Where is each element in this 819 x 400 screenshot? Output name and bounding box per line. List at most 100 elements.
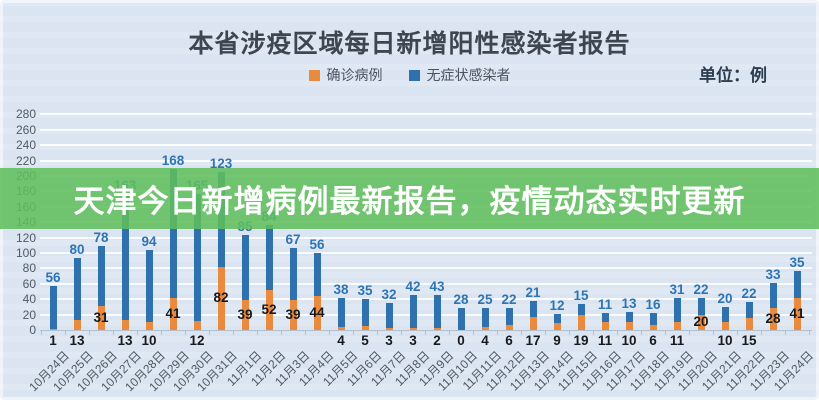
confirmed-value-label: 41 xyxy=(165,306,181,322)
x-axis-tick-mark xyxy=(65,331,66,335)
gridline xyxy=(40,298,812,301)
bar-segment-confirmed xyxy=(793,298,801,330)
asymptomatic-value-label: 22 xyxy=(693,281,709,297)
bar-segment-confirmed xyxy=(313,296,321,330)
x-axis-tick-mark xyxy=(713,331,714,335)
asymptomatic-value-label: 78 xyxy=(93,230,109,246)
confirmed-value-label: 82 xyxy=(213,290,229,306)
gridline xyxy=(40,159,812,162)
y-axis-tick-label: 260 xyxy=(15,122,36,137)
bar-segment-asymptomatic xyxy=(385,303,393,328)
asymptomatic-swatch-icon xyxy=(408,69,420,81)
bar-segment-confirmed xyxy=(529,316,537,330)
bar-segment-asymptomatic xyxy=(145,249,153,323)
x-axis-tick-mark xyxy=(401,331,402,335)
confirmed-value-label: 1 xyxy=(49,333,57,348)
x-axis-tick-mark xyxy=(329,331,330,335)
confirmed-value-label: 9 xyxy=(553,333,561,348)
bar-segment-asymptomatic xyxy=(601,313,609,322)
bar-segment-confirmed xyxy=(337,326,345,330)
bar-segment-asymptomatic xyxy=(73,258,81,320)
x-axis-tick-mark xyxy=(113,331,114,335)
x-axis-tick-mark xyxy=(257,331,258,335)
asymptomatic-value-label: 21 xyxy=(525,284,541,300)
confirmed-value-label: 6 xyxy=(505,333,513,348)
bar-segment-asymptomatic xyxy=(265,225,273,290)
bar-segment-asymptomatic xyxy=(529,300,537,317)
bar-segment-confirmed xyxy=(625,322,633,330)
bar-segment-confirmed xyxy=(169,298,177,330)
asymptomatic-value-label: 15 xyxy=(573,287,589,303)
banner-headline: 天津今日新增病例最新报告，疫情动态实时更新 xyxy=(73,184,746,219)
x-axis-tick-mark xyxy=(449,331,450,335)
bar-segment-asymptomatic xyxy=(505,308,513,326)
asymptomatic-value-label: 22 xyxy=(741,285,757,301)
gridline xyxy=(40,282,812,285)
bar-segment-asymptomatic xyxy=(409,295,417,328)
asymptomatic-value-label: 94 xyxy=(141,233,157,249)
bar-segment-asymptomatic xyxy=(649,313,657,326)
asymptomatic-value-label: 31 xyxy=(669,281,685,297)
x-axis-tick-mark xyxy=(497,331,498,335)
gridline xyxy=(40,113,812,116)
asymptomatic-value-label: 22 xyxy=(501,292,517,308)
y-axis-tick-label: 60 xyxy=(22,276,36,291)
bar-segment-asymptomatic xyxy=(793,271,801,299)
y-axis-tick-label: 280 xyxy=(15,107,36,122)
x-axis-tick-mark xyxy=(617,331,618,335)
bar-segment-asymptomatic xyxy=(121,194,129,320)
confirmed-value-label: 4 xyxy=(337,333,345,348)
bar-segment-confirmed xyxy=(745,318,753,330)
asymptomatic-value-label: 28 xyxy=(453,292,469,308)
legend-item-confirmed: 确诊病例 xyxy=(308,65,383,85)
asymptomatic-value-label: 12 xyxy=(549,297,565,313)
asymptomatic-value-label: 25 xyxy=(477,291,493,307)
x-axis-tick-mark xyxy=(665,331,666,335)
bar-segment-asymptomatic xyxy=(193,193,201,321)
y-axis-tick-label: 20 xyxy=(22,307,36,322)
bar-segment-confirmed xyxy=(265,289,273,330)
bar-segment-asymptomatic xyxy=(721,306,729,323)
asymptomatic-value-label: 56 xyxy=(45,270,61,286)
x-axis-line xyxy=(40,330,812,331)
confirmed-value-label: 2 xyxy=(433,333,441,348)
bar-segment-asymptomatic xyxy=(457,308,465,330)
confirmed-value-label: 4 xyxy=(481,333,489,348)
bar-segment-asymptomatic xyxy=(49,286,57,330)
confirmed-value-label: 41 xyxy=(789,306,805,322)
confirmed-value-label: 0 xyxy=(457,333,465,348)
bar-segment-asymptomatic xyxy=(97,246,105,307)
asymptomatic-value-label: 11 xyxy=(597,297,613,313)
bar-segment-confirmed xyxy=(481,326,489,330)
bar-segment-asymptomatic xyxy=(361,299,369,327)
confirmed-value-label: 11 xyxy=(669,333,685,348)
bar-segment-confirmed xyxy=(73,319,81,330)
x-axis-tick-mark xyxy=(89,331,90,335)
bar-segment-confirmed xyxy=(193,320,201,330)
bar-segment-confirmed xyxy=(121,319,129,330)
confirmed-value-label: 3 xyxy=(385,333,393,348)
bar-segment-confirmed xyxy=(505,325,513,330)
y-axis-tick-label: 80 xyxy=(22,261,36,276)
asymptomatic-value-label: 16 xyxy=(645,297,661,313)
asymptomatic-value-label: 67 xyxy=(285,232,301,248)
bar-segment-asymptomatic xyxy=(745,301,753,319)
bar-segment-confirmed xyxy=(553,323,561,330)
confirmed-value-label: 10 xyxy=(141,333,157,348)
asymptomatic-value-label: 80 xyxy=(69,242,85,258)
x-axis-tick-mark xyxy=(425,331,426,335)
y-axis-tick-label: 220 xyxy=(15,153,36,168)
y-axis-tick-label: 0 xyxy=(29,323,36,337)
confirmed-value-label: 39 xyxy=(237,306,253,322)
bar-segment-confirmed xyxy=(409,327,417,330)
confirmed-value-label: 11 xyxy=(597,333,613,348)
bar-segment-confirmed xyxy=(601,321,609,330)
gridline xyxy=(40,144,812,147)
bar-segment-asymptomatic xyxy=(313,253,321,297)
asymptomatic-value-label: 35 xyxy=(789,255,805,271)
asymptomatic-value-label: 123 xyxy=(209,156,233,172)
asymptomatic-value-label: 43 xyxy=(429,279,445,295)
x-axis-tick-mark xyxy=(209,331,210,335)
confirmed-value-label: 10 xyxy=(621,333,637,348)
